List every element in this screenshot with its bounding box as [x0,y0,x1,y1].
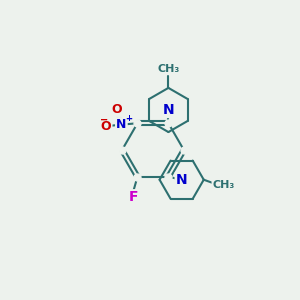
Text: O: O [112,103,122,116]
Text: N: N [176,173,188,187]
Text: +: + [125,114,132,123]
Text: F: F [128,190,138,204]
Text: CH₃: CH₃ [213,180,235,190]
Text: N: N [176,173,188,187]
Text: N: N [163,103,174,117]
Text: N: N [163,103,174,117]
Text: O: O [101,120,111,133]
Text: −: − [100,115,108,125]
Text: N: N [116,118,127,131]
Text: O: O [101,120,111,133]
Text: CH₃: CH₃ [157,64,179,74]
Text: F: F [128,190,138,204]
Text: O: O [112,103,122,116]
Text: CH₃: CH₃ [213,180,235,190]
Text: −: − [100,115,108,125]
Text: +: + [125,114,132,123]
Text: N: N [116,118,127,131]
Text: CH₃: CH₃ [157,64,179,74]
